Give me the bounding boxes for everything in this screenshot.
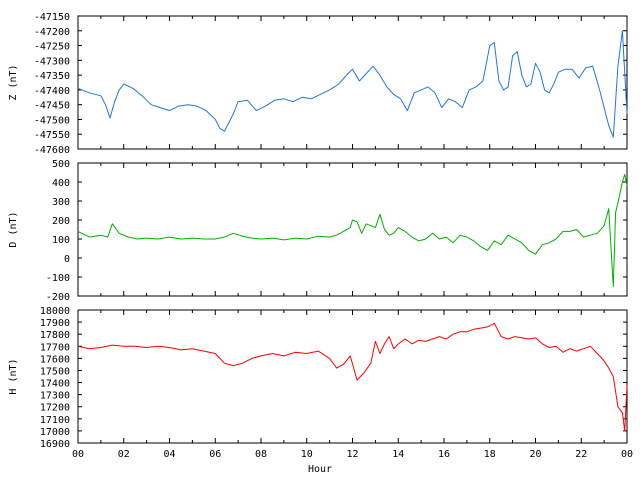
panel-h-ylabel: H (nT) bbox=[8, 358, 19, 394]
panel-h-ytick-label: 17400 bbox=[40, 379, 70, 390]
panel-z-ytick-label: -47550 bbox=[34, 130, 70, 141]
x-tick-label: 04 bbox=[163, 449, 175, 460]
panel-z-ytick-label: -47350 bbox=[34, 71, 70, 82]
panel-h-ytick-label: 17800 bbox=[40, 330, 70, 341]
x-tick-label: 20 bbox=[529, 449, 541, 460]
panel-d-ylabel: D (nT) bbox=[8, 211, 19, 247]
panel-z-ytick-label: -47250 bbox=[34, 42, 70, 53]
x-tick-label: 16 bbox=[438, 449, 450, 460]
panel-h-ytick-label: 18000 bbox=[40, 306, 70, 317]
panel-h-ytick-label: 17900 bbox=[40, 318, 70, 329]
x-tick-label: 10 bbox=[301, 449, 313, 460]
x-tick-label: 08 bbox=[255, 449, 267, 460]
x-tick-label: 22 bbox=[575, 449, 587, 460]
panel-h-ytick-label: 17500 bbox=[40, 366, 70, 377]
panel-z: -47600 -47550 -47500 -47450 -47400 -47350 -473… bbox=[8, 12, 628, 156]
panel-h-ytick-label: 17100 bbox=[40, 415, 70, 426]
x-tick-labels: 00 02 04 06 08 10 12 14 16 18 20 22 00 bbox=[72, 449, 633, 460]
x-tick-label: 18 bbox=[484, 449, 496, 460]
panel-d-xaxis bbox=[77, 163, 628, 296]
panel-z-series bbox=[77, 30, 628, 138]
panel-z-ytick-label: -47400 bbox=[34, 86, 70, 97]
x-tick-label: 06 bbox=[209, 449, 221, 460]
panel-d-frame bbox=[77, 162, 628, 297]
panel-d-ytick-label: -200 bbox=[46, 292, 70, 303]
panel-h-ytick-label: 16900 bbox=[40, 439, 70, 450]
panel-z-ytick-label: -47500 bbox=[34, 115, 70, 126]
panel-h-xaxis bbox=[77, 310, 628, 443]
panel-d-ytick-label: 400 bbox=[52, 178, 70, 189]
x-axis-label: Hour bbox=[308, 464, 332, 475]
panel-h-series-line bbox=[77, 322, 628, 432]
panel-d-yaxis: -200 -100 0 100 200 300 400 500 bbox=[46, 159, 627, 303]
panel-d-series bbox=[77, 173, 628, 287]
panel-d-ytick-label: 100 bbox=[52, 235, 70, 246]
panel-d-ytick-label: 0 bbox=[64, 254, 70, 265]
x-tick-label: 00 bbox=[621, 449, 633, 460]
panel-z-yaxis: -47600 -47550 -47500 -47450 -47400 -47350 -473… bbox=[34, 12, 627, 156]
panel-h-ytick-label: 17300 bbox=[40, 391, 70, 402]
panel-d-ytick-label: 300 bbox=[52, 197, 70, 208]
x-tick-label: 00 bbox=[72, 449, 84, 460]
panel-h-frame bbox=[77, 309, 628, 444]
panel-d-ytick-label: 200 bbox=[52, 216, 70, 227]
panel-z-xaxis bbox=[77, 16, 628, 149]
x-tick-label: 14 bbox=[392, 449, 404, 460]
panel-z-ytick-label: -47150 bbox=[34, 12, 70, 23]
panel-z-frame bbox=[77, 15, 628, 150]
x-tick-label: 12 bbox=[346, 449, 358, 460]
panel-h-ytick-label: 17700 bbox=[40, 342, 70, 353]
panel-d-ytick-label: 500 bbox=[52, 159, 70, 170]
x-tick-label: 02 bbox=[118, 449, 130, 460]
panel-d: -200 -100 0 100 200 300 400 500 D (nT) bbox=[8, 159, 628, 303]
panel-d-series-line bbox=[77, 173, 628, 287]
panel-z-ytick-label: -47300 bbox=[34, 56, 70, 67]
panel-z-ytick-label: -47200 bbox=[34, 27, 70, 38]
panel-z-ytick-label: -47450 bbox=[34, 101, 70, 112]
panel-z-ylabel: Z (nT) bbox=[8, 64, 19, 100]
panel-h-ytick-label: 17600 bbox=[40, 354, 70, 365]
panel-h-series bbox=[77, 322, 628, 432]
panel-h-ytick-label: 17200 bbox=[40, 403, 70, 414]
panel-z-series-line bbox=[77, 30, 628, 138]
panel-z-ytick-label: -47600 bbox=[34, 145, 70, 156]
panel-d-ytick-label: -100 bbox=[46, 273, 70, 284]
panel-h-ytick-label: 17000 bbox=[40, 427, 70, 438]
